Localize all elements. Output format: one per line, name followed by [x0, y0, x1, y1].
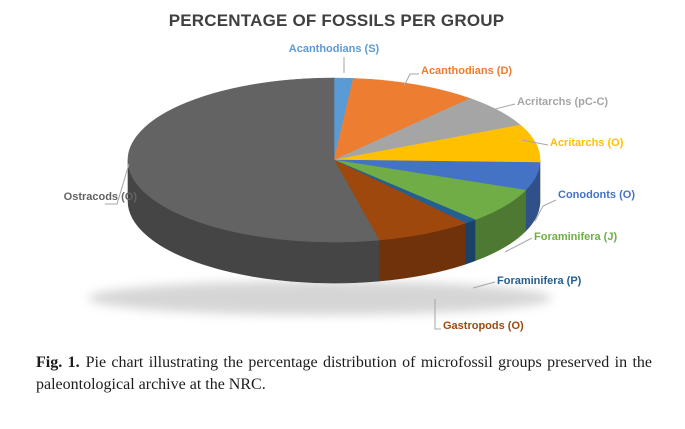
leader-line	[403, 73, 419, 87]
slice-label-conodonts-o: Conodonts (O)	[558, 189, 635, 201]
slice-label-acritarchs-o: Acritarchs (O)	[550, 137, 624, 149]
label-leader-lines	[105, 57, 557, 330]
slice-label-ostracods-o: Ostracods (O)	[63, 191, 137, 203]
slice-label-gastropods-o: Gastropods (O)	[443, 320, 524, 332]
leader-line	[467, 103, 516, 117]
pie-slice-top	[333, 159, 467, 241]
slice-label-foraminifera-p: Foraminifera (P)	[497, 275, 582, 287]
pie-slice-top	[333, 124, 541, 163]
figure-caption: Fig. 1. Pie chart illustrating the percen…	[36, 352, 652, 396]
pie-chart	[88, 57, 557, 330]
slice-label-acanthodians-s: Acanthodians (S)	[288, 43, 380, 55]
pie-slice-top	[333, 78, 472, 161]
leader-line	[504, 237, 533, 253]
chart-title: PERCENTAGE OF FOSSILS PER GROUP	[168, 11, 505, 30]
leader-line	[521, 139, 549, 146]
leader-line	[534, 199, 557, 222]
caption-label: Fig. 1.	[36, 354, 80, 371]
slice-label-acanthodians-d: Acanthodians (D)	[421, 65, 513, 77]
pie-shadow	[88, 281, 552, 315]
slice-label-acritarchs-pcc: Acritarchs (pC-C)	[517, 96, 609, 108]
pie-slices	[127, 77, 541, 243]
slice-label-foraminifera-j: Foraminifera (J)	[534, 231, 618, 243]
caption-text: Pie chart illustrating the percentage di…	[36, 354, 653, 393]
leader-line	[105, 163, 130, 205]
leader-line	[434, 299, 441, 330]
pie-shadow-ellipse	[88, 281, 552, 315]
leader-line	[472, 281, 496, 289]
pie-slice-side	[465, 219, 476, 265]
pie-slice-top	[127, 77, 380, 243]
